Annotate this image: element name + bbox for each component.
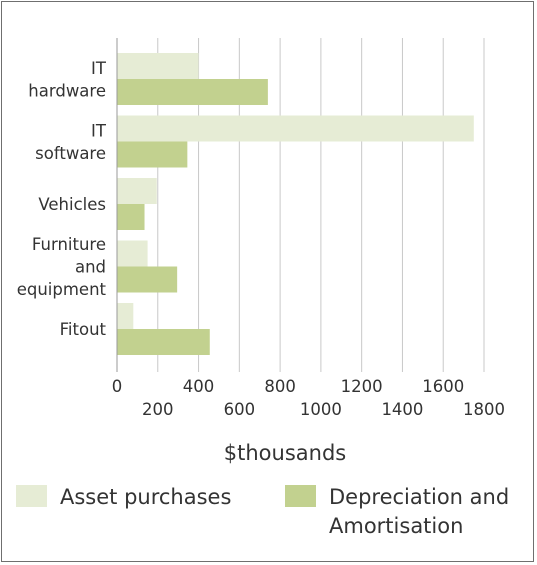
- x-tick-label: 1000: [300, 400, 342, 419]
- x-tick-label: 1800: [463, 400, 505, 419]
- bar: [117, 178, 157, 204]
- x-tick-label: 200: [142, 400, 174, 419]
- legend-label: Asset purchases: [60, 485, 231, 509]
- legend: Asset purchases Depreciation and Amortisat…: [16, 485, 509, 538]
- x-tick-label: 1400: [381, 400, 423, 419]
- category-labels: IT hardware IT software Vehicles Furniture and…: [17, 59, 107, 339]
- bar: [117, 115, 474, 142]
- bar: [117, 53, 199, 79]
- bar: [117, 141, 188, 168]
- category-label: IT hardware: [28, 59, 107, 101]
- x-tick-label: 400: [183, 377, 215, 396]
- bar: [117, 329, 210, 355]
- x-axis-title: $thousands: [224, 441, 346, 465]
- x-tick-label: 1200: [341, 377, 383, 396]
- bars: [117, 53, 474, 355]
- bar: [117, 240, 148, 267]
- category-label: Furniture and equipment: [17, 235, 107, 299]
- legend-swatch: [285, 485, 316, 507]
- bar: [117, 79, 268, 105]
- category-label: Vehicles: [38, 195, 106, 214]
- x-tick-label: 1600: [422, 377, 464, 396]
- x-tick-label: 0: [112, 377, 123, 396]
- bar: [117, 204, 145, 230]
- legend-label: Depreciation and Amortisation: [329, 485, 509, 538]
- x-tick-label: 600: [224, 400, 256, 419]
- legend-swatch: [16, 485, 47, 507]
- bar: [117, 266, 178, 293]
- bar: [117, 303, 134, 329]
- x-tick-label: 800: [264, 377, 296, 396]
- category-label: IT software: [35, 121, 107, 163]
- category-label: Fitout: [60, 320, 107, 339]
